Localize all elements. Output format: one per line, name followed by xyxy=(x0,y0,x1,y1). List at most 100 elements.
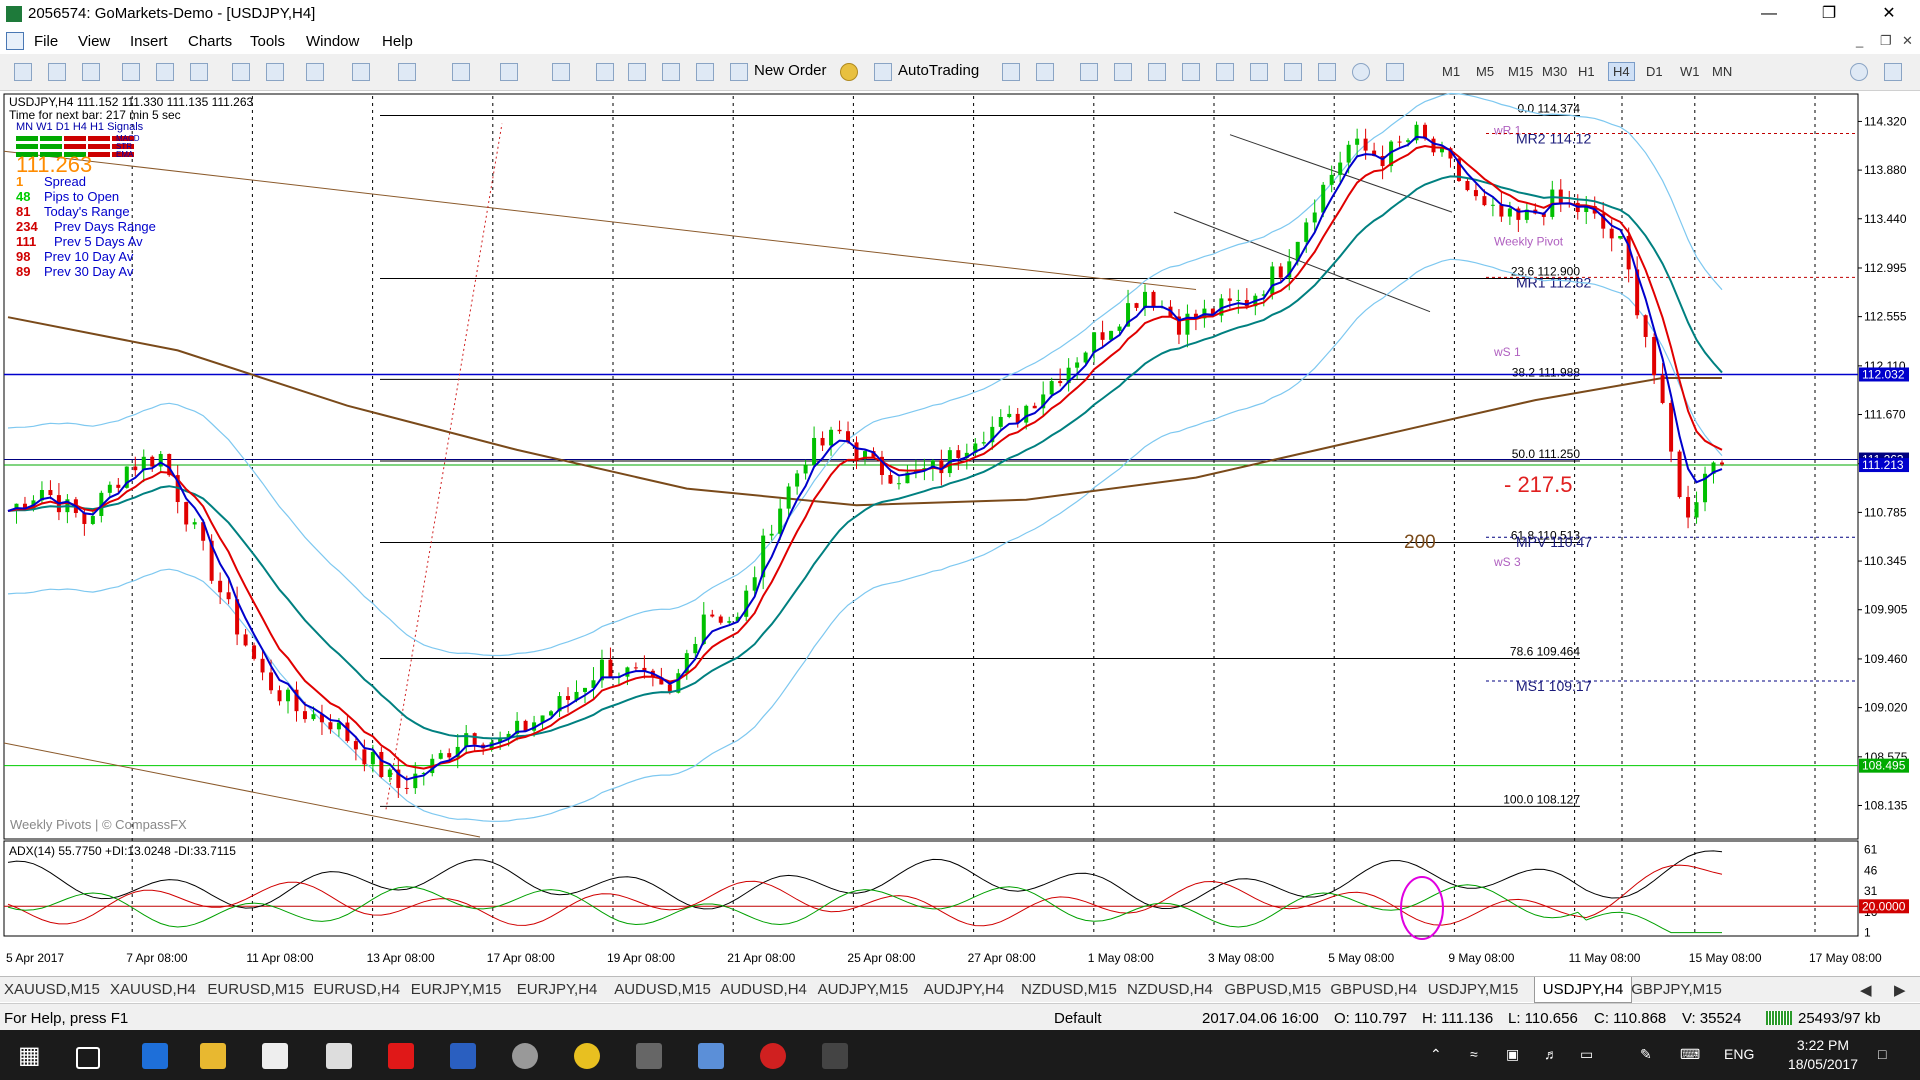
horizontal-line-icon[interactable] xyxy=(1114,63,1132,81)
file-explorer-icon[interactable] xyxy=(200,1043,226,1069)
pen-icon[interactable]: ✎ xyxy=(1640,1046,1652,1062)
snipping-tool-icon[interactable] xyxy=(636,1043,662,1069)
clock[interactable]: 3:22 PM 18/05/2017 xyxy=(1788,1036,1858,1074)
gomarkets-icon[interactable] xyxy=(822,1043,848,1069)
symbol-tab[interactable]: EURJPY,M15 xyxy=(410,981,502,998)
text-icon[interactable] xyxy=(1250,63,1268,81)
ellipse-icon[interactable] xyxy=(1352,63,1370,81)
symbol-tab[interactable]: GBPJPY,M15 xyxy=(1631,981,1722,998)
keyboard-icon[interactable]: ⌨ xyxy=(1680,1046,1701,1062)
navigator-icon[interactable] xyxy=(596,63,614,81)
tab-scroll-left-icon[interactable]: ◀ xyxy=(1860,982,1872,999)
rectangle-icon[interactable] xyxy=(1318,63,1336,81)
menu-charts[interactable]: Charts xyxy=(188,33,233,50)
periods-icon[interactable] xyxy=(352,63,370,81)
symbol-tab[interactable]: AUDJPY,M15 xyxy=(817,981,909,998)
symbol-tab[interactable]: NZDUSD,M15 xyxy=(1021,981,1117,998)
chart-area[interactable]: 0.0 114.374 23.6 112.900 38.2 111.988 50.0 … xyxy=(0,92,1920,978)
tf-m5[interactable]: M5 xyxy=(1476,64,1495,79)
mdi-close-button[interactable]: ✕ xyxy=(1902,33,1913,48)
tile-windows-icon[interactable] xyxy=(190,63,208,81)
menu-insert[interactable]: Insert xyxy=(130,33,168,50)
wifi-icon[interactable]: ≈ xyxy=(1470,1046,1478,1062)
symbol-tab[interactable]: EURJPY,H4 xyxy=(516,981,598,998)
tf-h1[interactable]: H1 xyxy=(1578,64,1595,79)
vertical-line-icon[interactable] xyxy=(1080,63,1098,81)
tf-m1[interactable]: M1 xyxy=(1442,64,1461,79)
chart-shift-icon[interactable] xyxy=(266,63,284,81)
tf-m30[interactable]: M30 xyxy=(1542,64,1568,79)
tf-d1[interactable]: D1 xyxy=(1646,64,1663,79)
symbol-tab[interactable]: EURUSD,H4 xyxy=(313,981,401,998)
symbol-tab[interactable]: XAUUSD,H4 xyxy=(110,981,196,998)
symbol-tab[interactable]: USDJPY,H4 xyxy=(1533,977,1633,1003)
language-indicator[interactable]: ENG xyxy=(1724,1046,1755,1062)
symbol-tab[interactable]: NZDUSD,H4 xyxy=(1127,981,1213,998)
menu-window[interactable]: Window xyxy=(306,33,360,50)
chrome-icon[interactable] xyxy=(574,1043,600,1069)
shield-app-icon[interactable] xyxy=(450,1043,476,1069)
symbol-tab[interactable]: GBPUSD,M15 xyxy=(1224,981,1322,998)
cursor-icon[interactable] xyxy=(1002,63,1020,81)
battery-icon[interactable]: ▭ xyxy=(1580,1046,1594,1062)
mdi-minimize-button[interactable]: _ xyxy=(1856,33,1864,48)
chat-icon[interactable] xyxy=(1884,63,1902,81)
chart-window-icon[interactable] xyxy=(6,32,24,50)
profiles-icon[interactable] xyxy=(452,63,470,81)
candlestick-icon[interactable] xyxy=(48,63,66,81)
bar-chart-icon[interactable] xyxy=(14,63,32,81)
line-chart-icon[interactable] xyxy=(82,63,100,81)
chevron-up-icon[interactable]: ⌃ xyxy=(1430,1046,1442,1062)
tab-scroll-right-icon[interactable]: ▶ xyxy=(1894,982,1906,999)
minimize-button[interactable]: — xyxy=(1761,5,1777,22)
chart-canvas[interactable]: 0.0 114.374 23.6 112.900 38.2 111.988 50.0 … xyxy=(0,92,1920,978)
tf-m15[interactable]: M15 xyxy=(1508,64,1534,79)
market-watch-icon[interactable] xyxy=(500,63,518,81)
documents-icon[interactable] xyxy=(698,1043,724,1069)
start-icon[interactable]: ▦ xyxy=(18,1042,41,1069)
search-icon[interactable] xyxy=(1850,63,1868,81)
trendline-icon[interactable] xyxy=(1148,63,1166,81)
store-icon[interactable] xyxy=(262,1043,288,1069)
close-button[interactable]: ✕ xyxy=(1882,5,1896,22)
metaeditor-icon[interactable] xyxy=(840,63,858,81)
volume-icon[interactable]: ♬ xyxy=(1544,1046,1558,1062)
status-profile[interactable]: Default xyxy=(1054,1010,1102,1027)
tf-mn[interactable]: MN xyxy=(1712,64,1733,79)
notifications-icon[interactable]: □ xyxy=(1878,1046,1887,1062)
arrows-icon[interactable] xyxy=(1386,63,1404,81)
calculator-icon[interactable] xyxy=(326,1043,352,1069)
strategy-tester-icon[interactable] xyxy=(662,63,680,81)
metatrader-icon[interactable] xyxy=(760,1043,786,1069)
symbol-tab[interactable]: GBPUSD,H4 xyxy=(1330,981,1418,998)
channel-icon[interactable] xyxy=(1182,63,1200,81)
network-icon[interactable]: ▣ xyxy=(1506,1046,1520,1062)
symbol-tab[interactable]: EURUSD,M15 xyxy=(207,981,305,998)
menu-view[interactable]: View xyxy=(78,33,111,50)
terminal-icon[interactable] xyxy=(628,63,646,81)
fibonacci-icon[interactable] xyxy=(1216,63,1234,81)
kaspersky-icon[interactable] xyxy=(388,1043,414,1069)
indicators-icon[interactable] xyxy=(306,63,324,81)
zoom-in-icon[interactable] xyxy=(122,63,140,81)
templates-icon[interactable] xyxy=(398,63,416,81)
new-order-icon[interactable] xyxy=(730,63,748,81)
autotrading-button[interactable]: AutoTrading xyxy=(898,62,980,79)
autotrading-icon[interactable] xyxy=(874,63,892,81)
menu-tools[interactable]: Tools xyxy=(250,33,286,50)
symbol-tab[interactable]: USDJPY,M15 xyxy=(1427,981,1519,998)
tf-w1[interactable]: W1 xyxy=(1680,64,1700,79)
new-order-button[interactable]: New Order xyxy=(754,62,827,79)
zoom-out-icon[interactable] xyxy=(156,63,174,81)
tf-h4[interactable]: H4 xyxy=(1608,62,1635,81)
data-window-icon[interactable] xyxy=(552,63,570,81)
symbol-tab[interactable]: XAUUSD,M15 xyxy=(4,981,100,998)
text-label-icon[interactable] xyxy=(1284,63,1302,81)
paint-icon[interactable] xyxy=(512,1043,538,1069)
edge-icon[interactable] xyxy=(142,1043,168,1069)
restore-button[interactable]: ❐ xyxy=(1821,5,1837,22)
crosshair-icon[interactable] xyxy=(1036,63,1054,81)
symbol-tab[interactable]: AUDUSD,H4 xyxy=(720,981,807,998)
menu-help[interactable]: Help xyxy=(382,33,413,50)
menu-file[interactable]: File xyxy=(34,33,59,50)
